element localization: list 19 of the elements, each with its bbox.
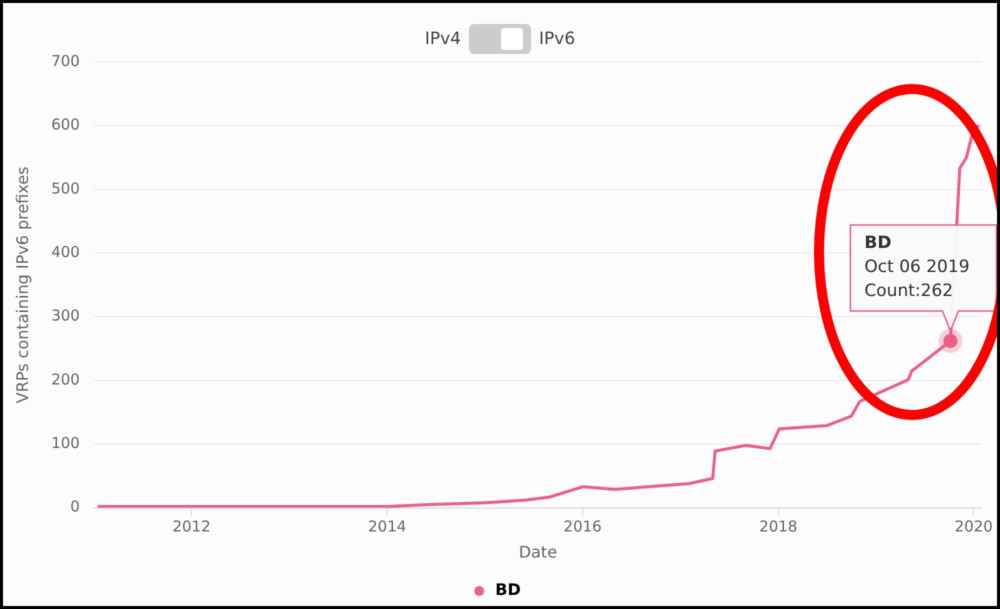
annotation: BD Oct 06 2019 Count:262 — [864, 232, 970, 301]
x-tick-label: 2020 — [954, 518, 993, 536]
y-tick-label: 0 — [70, 498, 80, 516]
y-tick-label: 500 — [51, 179, 80, 198]
x-tick-label: 2016 — [564, 518, 602, 536]
legend-label: BD — [495, 580, 521, 600]
y-tick-label: 200 — [51, 370, 80, 388]
x-tick-label: 2014 — [368, 518, 406, 536]
x-tick-label: 2012 — [172, 518, 211, 536]
y-tick-label: 300 — [51, 306, 80, 325]
x-tick-label: 2018 — [759, 518, 798, 536]
text: IPv6 — [539, 29, 576, 49]
y-tick-label: 600 — [51, 116, 80, 134]
text: IPv4 — [424, 29, 461, 49]
y-tick-label: 100 — [51, 434, 80, 452]
y-axis-title: VRPs containing IPv6 prefixes — [12, 166, 32, 404]
y-tick-label: 400 — [51, 242, 80, 261]
x-axis-title: Date — [518, 542, 558, 562]
y-tick-label: 700 — [51, 52, 80, 70]
